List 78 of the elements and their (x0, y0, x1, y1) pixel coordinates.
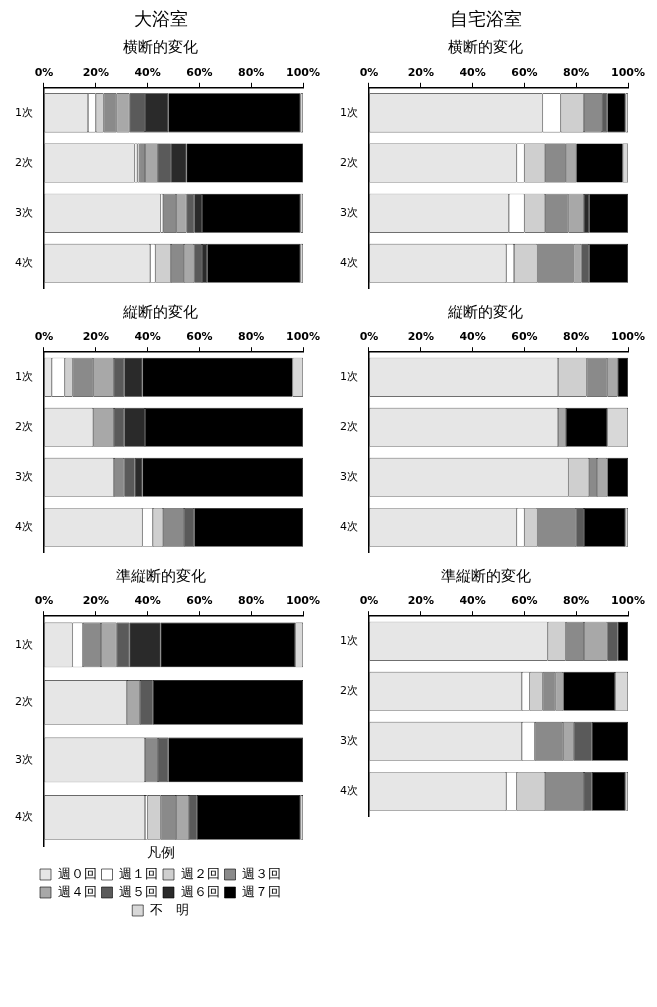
legend-label: 週０回 (57, 865, 97, 881)
x-tick-label: 60% (186, 330, 213, 344)
y-tick-label: 4次 (15, 520, 33, 534)
legend-label: 週７回 (242, 883, 281, 899)
y-tick-label: 4次 (340, 520, 358, 534)
x-tick-label: 0% (34, 66, 54, 80)
x-tick-label: 20% (407, 594, 434, 608)
x-tick-label: 60% (186, 594, 213, 608)
chart-title: 自宅浴室 (449, 8, 522, 30)
x-tick-label: 80% (238, 330, 265, 344)
x-tick-label: 40% (459, 66, 486, 80)
y-tick-label: 2次 (340, 684, 358, 698)
x-tick-label: 20% (82, 594, 109, 608)
y-tick-label: 3次 (340, 206, 358, 220)
legend-title: 凡例 (146, 843, 175, 860)
y-tick-label: 1次 (340, 634, 358, 648)
legend-label: 不 明 (149, 901, 189, 917)
chart-title: 縦断的変化 (447, 302, 523, 321)
x-tick-label: 80% (563, 330, 590, 344)
x-tick-label: 80% (238, 66, 265, 80)
x-tick-label: 40% (459, 330, 486, 344)
x-tick-label: 40% (134, 594, 161, 608)
legend-label: 週６回 (180, 883, 220, 899)
y-tick-label: 1次 (15, 637, 33, 651)
chart-subtitle: 横断的変化 (448, 38, 523, 57)
x-tick-label: 20% (82, 66, 109, 80)
legend-label: 週４回 (57, 883, 97, 899)
y-tick-label: 2次 (15, 155, 33, 169)
x-tick-label: 0% (359, 594, 379, 608)
y-tick-label: 3次 (340, 734, 358, 748)
y-tick-label: 3次 (15, 470, 33, 484)
y-tick-label: 4次 (340, 784, 358, 798)
legend-label: 週１回 (119, 865, 158, 881)
y-tick-label: 3次 (15, 206, 33, 220)
x-tick-label: 40% (134, 66, 161, 80)
x-tick-label: 100% (286, 66, 320, 80)
x-tick-label: 0% (359, 66, 379, 80)
legend-label: 週２回 (180, 865, 220, 881)
y-tick-label: 1次 (15, 105, 33, 119)
y-tick-label: 1次 (340, 105, 358, 119)
x-tick-label: 60% (511, 66, 538, 80)
chart-title: 準縦断的変化 (440, 566, 531, 585)
x-tick-label: 80% (563, 594, 590, 608)
x-tick-label: 100% (286, 330, 320, 344)
y-tick-label: 2次 (15, 420, 33, 434)
x-tick-label: 80% (238, 594, 265, 608)
x-tick-label: 40% (459, 594, 486, 608)
y-tick-label: 2次 (340, 420, 358, 434)
y-tick-label: 4次 (15, 256, 33, 270)
chart-title: 準縦断的変化 (115, 566, 206, 585)
chart-subtitle: 横断的変化 (123, 38, 198, 57)
legend-label: 週５回 (119, 883, 158, 899)
y-tick-label: 2次 (15, 695, 33, 709)
x-tick-label: 20% (407, 66, 434, 80)
y-tick-label: 1次 (15, 370, 33, 384)
x-tick-label: 40% (134, 330, 161, 344)
x-tick-label: 100% (611, 330, 645, 344)
legend-label: 週３回 (242, 865, 281, 881)
x-tick-label: 0% (34, 594, 54, 608)
x-tick-label: 100% (286, 594, 320, 608)
x-tick-label: 100% (611, 594, 645, 608)
x-tick-label: 100% (611, 66, 645, 80)
chart-title: 縦断的変化 (122, 302, 198, 321)
y-tick-label: 3次 (15, 752, 33, 766)
x-tick-label: 60% (511, 594, 538, 608)
y-tick-label: 4次 (340, 256, 358, 270)
y-tick-label: 4次 (15, 810, 33, 824)
y-tick-label: 2次 (340, 155, 358, 169)
x-tick-label: 60% (186, 66, 213, 80)
x-tick-label: 0% (359, 330, 379, 344)
y-tick-label: 3次 (340, 470, 358, 484)
x-tick-label: 20% (82, 330, 109, 344)
chart-title: 大浴室 (133, 8, 188, 30)
y-tick-label: 1次 (340, 370, 358, 384)
x-tick-label: 0% (34, 330, 54, 344)
x-tick-label: 60% (511, 330, 538, 344)
x-tick-label: 80% (563, 66, 590, 80)
x-tick-label: 20% (407, 330, 434, 344)
